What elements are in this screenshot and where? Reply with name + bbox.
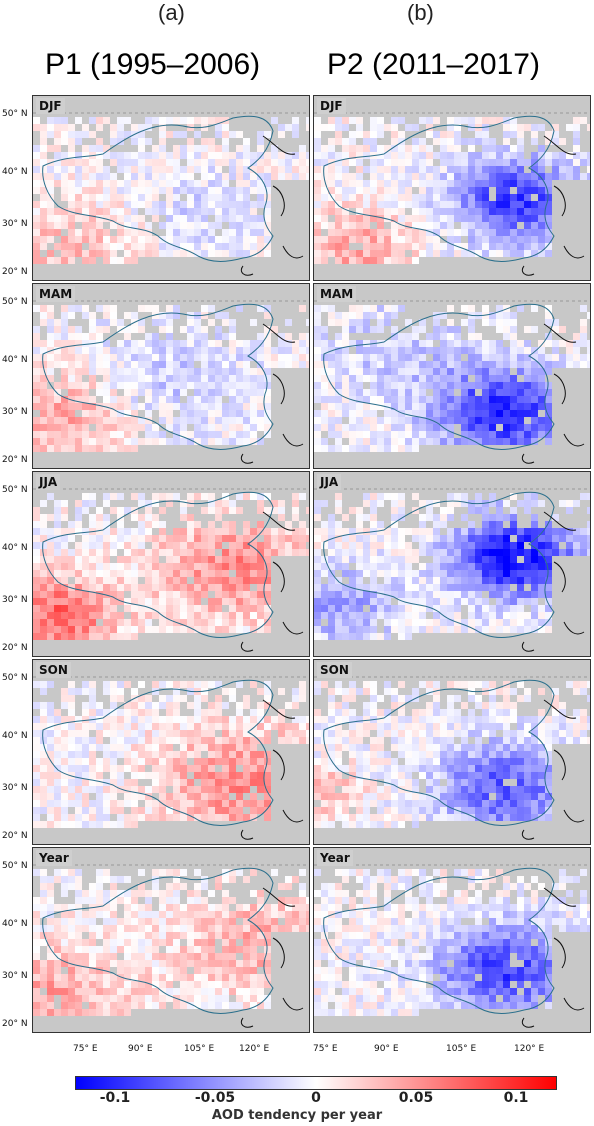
coastline (521, 135, 585, 276)
lat-label: 50° N (2, 861, 28, 871)
coastline (521, 323, 585, 464)
country-border (323, 491, 555, 638)
colorbar (75, 1076, 557, 1090)
season-label: Year (36, 850, 72, 866)
lon-label-75: 75° E (313, 1044, 338, 1054)
aod-map (314, 96, 590, 280)
country-border (323, 679, 555, 826)
country-border (323, 115, 555, 262)
aod-grid (314, 117, 590, 264)
map-panel-p2-son: SON (313, 659, 591, 845)
aod-grid (314, 869, 590, 1016)
coastline (240, 699, 304, 840)
aod-map (314, 660, 590, 844)
map-panel-p1-jja: JJA (32, 471, 310, 657)
lon-label-90: 90° E (374, 1044, 399, 1054)
aod-grid (314, 493, 590, 640)
lat-label: 20° N (2, 831, 28, 841)
season-label: SON (317, 662, 352, 678)
map-panel-p2-jja: JJA (313, 471, 591, 657)
country-border (42, 303, 274, 450)
country-border (42, 491, 274, 638)
season-label: SON (36, 662, 71, 678)
map-panel-p2-djf: DJF (313, 95, 591, 281)
panel-letter-b: (b) (407, 0, 434, 25)
lat-label: 20° N (2, 1019, 28, 1029)
aod-grid (33, 869, 309, 1016)
lon-label-105: 105° E (184, 1044, 215, 1054)
coastline (240, 323, 304, 464)
lat-label: 50° N (2, 673, 28, 683)
coastline (521, 887, 585, 1028)
lat-label: 20° N (2, 267, 28, 277)
season-label: DJF (36, 98, 65, 114)
map-panel-p2-mam: MAM (313, 283, 591, 469)
lon-label-120: 120° E (239, 1044, 270, 1054)
lon-label-90: 90° E (128, 1044, 153, 1054)
aod-map (314, 284, 590, 468)
lat-label: 40° N (2, 167, 28, 177)
aod-grid (33, 117, 309, 264)
lat-label: 40° N (2, 355, 28, 365)
season-label: JJA (36, 474, 61, 490)
lat-label: 50° N (2, 485, 28, 495)
lat-label: 20° N (2, 643, 28, 653)
aod-map (33, 660, 309, 844)
lat-label: 30° N (2, 407, 28, 417)
colorbar-tick: 0.1 (503, 1090, 529, 1106)
aod-grid (33, 681, 309, 828)
season-label: DJF (317, 98, 346, 114)
lat-label: 20° N (2, 455, 28, 465)
country-border (42, 679, 274, 826)
country-border (42, 867, 274, 1014)
lon-label-105: 105° E (446, 1044, 477, 1054)
lat-label: 50° N (2, 297, 28, 307)
coastline (240, 511, 304, 652)
column-title-p1: P1 (1995–2006) (45, 48, 261, 81)
lat-label: 30° N (2, 219, 28, 229)
season-label: JJA (317, 474, 342, 490)
map-panel-p1-year: Year (32, 847, 310, 1033)
colorbar-tick: 0 (311, 1090, 321, 1106)
panel-letter-a: (a) (158, 0, 185, 25)
column-title-p2: P2 (2011–2017) (327, 48, 540, 81)
lat-label: 40° N (2, 919, 28, 929)
lat-label: 50° N (2, 109, 28, 119)
aod-grid (33, 493, 309, 640)
map-panel-p1-mam: MAM (32, 283, 310, 469)
map-panel-p2-year: Year (313, 847, 591, 1033)
lat-label: 30° N (2, 783, 28, 793)
aod-map (314, 848, 590, 1032)
aod-grid (314, 681, 590, 828)
coastline (240, 135, 304, 276)
lat-label: 30° N (2, 971, 28, 981)
coastline (240, 887, 304, 1028)
map-panel-p1-son: SON (32, 659, 310, 845)
aod-map (314, 472, 590, 656)
season-label: MAM (317, 286, 357, 302)
aod-map (33, 284, 309, 468)
aod-map (33, 848, 309, 1032)
country-border (323, 303, 555, 450)
aod-map (33, 472, 309, 656)
map-panel-p1-djf: DJF (32, 95, 310, 281)
lon-label-120: 120° E (514, 1044, 545, 1054)
colorbar-tick: -0.1 (99, 1090, 131, 1106)
lat-label: 30° N (2, 595, 28, 605)
colorbar-tick: 0.05 (398, 1090, 434, 1106)
coastline (521, 511, 585, 652)
lat-label: 40° N (2, 731, 28, 741)
aod-map (33, 96, 309, 280)
coastline (521, 699, 585, 840)
lat-label: 40° N (2, 543, 28, 553)
colorbar-tick: -0.05 (194, 1090, 236, 1106)
colorbar-label: AOD tendency per year (211, 1108, 383, 1123)
season-label: MAM (36, 286, 76, 302)
country-border (42, 115, 274, 262)
country-border (323, 867, 555, 1014)
lon-label-75: 75° E (73, 1044, 98, 1054)
season-label: Year (317, 850, 353, 866)
